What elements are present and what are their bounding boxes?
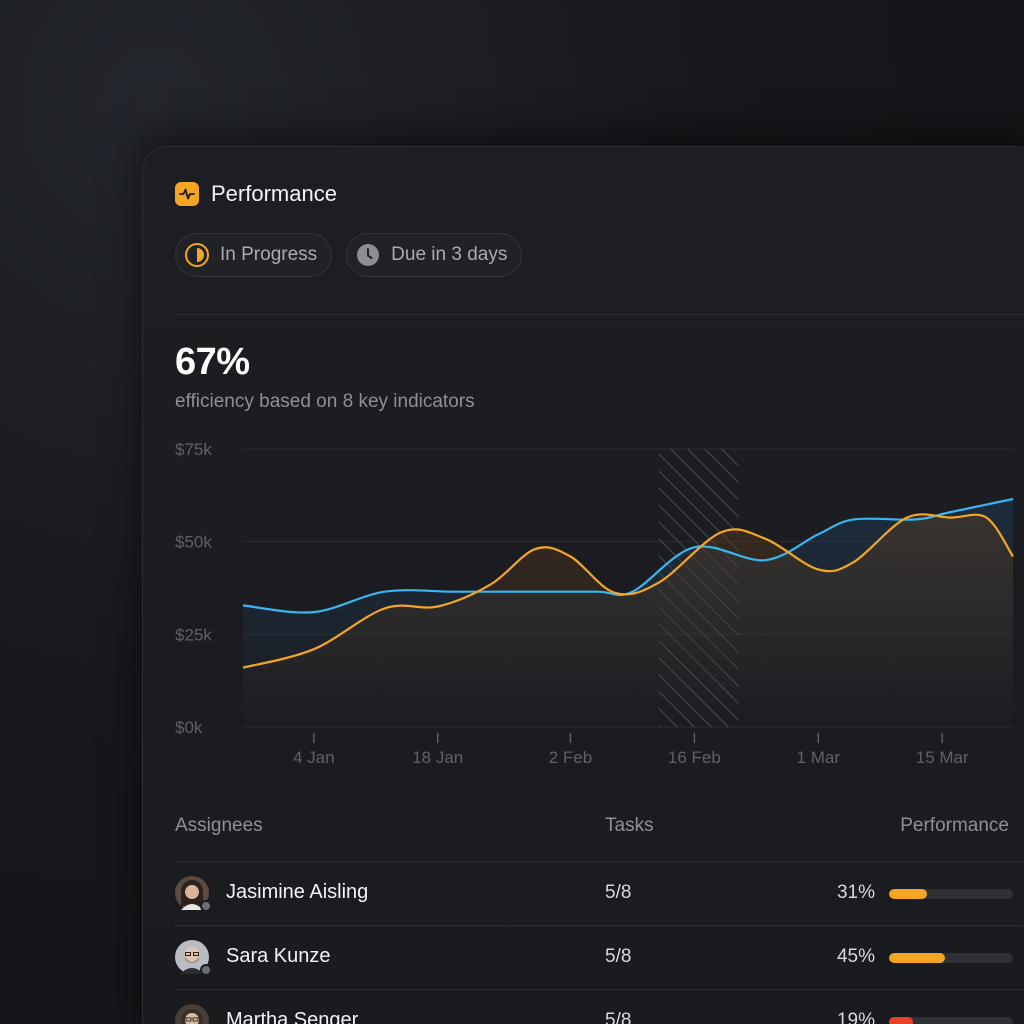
status-chip-in-progress[interactable]: In Progress [175,233,333,277]
table-row[interactable]: Jasimine Aisling 5/8 31% [175,861,1024,925]
performance-header[interactable]: Performance [900,815,1009,836]
x-tick-label: 2 Feb [549,748,592,767]
half-circle-progress-icon [184,242,210,268]
assignee-tasks: 5/8 [605,882,632,903]
pulse-icon [175,182,199,206]
performance-bar-fill [889,1017,913,1024]
x-tick-label: 4 Jan [293,748,335,767]
y-tick-label: $0k [175,718,203,737]
performance-bar [889,889,1013,899]
avatar [175,940,212,976]
y-tick-label: $75k [175,440,212,459]
assignees-header[interactable]: Assignees [175,815,263,836]
page-title: Performance [211,181,337,206]
assignee-performance: 31% [836,882,875,903]
assignee-name: Jasimine Aisling [226,881,369,903]
due-date-chip[interactable]: Due in 3 days [346,233,523,277]
performance-bar [889,953,1013,963]
table-row[interactable]: Martha Senger 5/8 19% [175,989,1024,1024]
series-line [242,513,1014,669]
performance-card: Performance In Progress Due in 3 days 67… [142,146,1024,1024]
series-area [243,514,1013,727]
assignee-performance: 19% [836,1010,875,1024]
performance-bar [889,1017,1013,1024]
x-tick-label: 1 Mar [797,748,841,767]
x-tick-label: 15 Mar [916,748,969,767]
y-tick-label: $50k [175,533,212,552]
x-tick-label: 16 Feb [668,748,721,767]
avatar [175,1004,209,1024]
status-chips: In Progress Due in 3 days [175,233,523,277]
efficiency-value: 67% [175,341,250,383]
assignee-name: Sara Kunze [226,945,331,967]
status-chip-label: In Progress [220,244,318,265]
assignee-performance: 45% [836,946,875,967]
tasks-header[interactable]: Tasks [605,815,654,836]
clock-icon [355,242,381,268]
assignee-tasks: 5/8 [605,1010,632,1024]
performance-chart: $0k $25k $50k $75k 4 Jan 18 Jan 2 Feb 16 Feb 1 M… [175,440,1014,767]
assignee-name: Martha Senger [226,1009,359,1024]
avatar [175,876,212,912]
performance-bar-fill [889,889,928,899]
table-row[interactable]: Sara Kunze 5/8 45% [175,925,1024,989]
table-header: Assignees Tasks Performance [175,815,1024,855]
due-chip-label: Due in 3 days [391,244,508,265]
assignee-tasks: 5/8 [605,946,632,967]
performance-bar-fill [889,953,945,963]
y-tick-label: $25k [175,625,212,644]
section-divider [175,314,1024,315]
card-header: Performance [175,181,337,207]
x-tick-label: 18 Jan [412,748,463,767]
efficiency-caption: efficiency based on 8 key indicators [175,391,475,412]
